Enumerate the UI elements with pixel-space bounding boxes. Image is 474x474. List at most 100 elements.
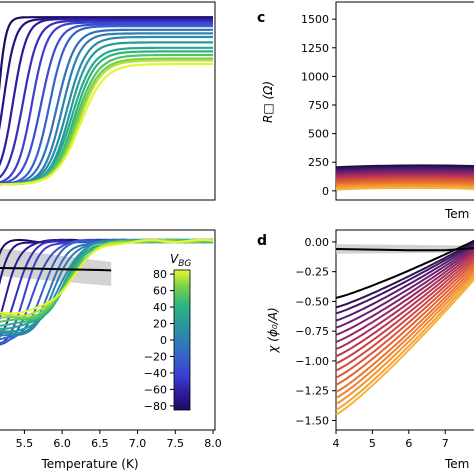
panel-d-series-8 xyxy=(335,253,474,358)
colorbar-tick-label: −20 xyxy=(144,350,167,363)
d-y-tick-label: −1.50 xyxy=(295,414,329,427)
d-y-tick-label: 0.00 xyxy=(305,236,330,249)
d-y-tick-label: −1.00 xyxy=(295,355,329,368)
d-y-tick-label: −0.25 xyxy=(295,266,329,279)
panel-d-series-6 xyxy=(335,249,474,343)
panel-c-series-11 xyxy=(335,179,474,184)
x-axis-label-temperature: Temperature (K) xyxy=(40,457,138,471)
panel-c-plot-frame xyxy=(335,1,474,201)
panel-d-black-line xyxy=(335,247,474,252)
panel-c-series-0 xyxy=(335,164,474,169)
d-y-tick-label: −0.75 xyxy=(295,325,329,338)
colorbar-tick-label: −80 xyxy=(144,400,167,413)
top-left-series-9 xyxy=(0,35,213,186)
panel-d-series-4 xyxy=(335,245,474,329)
top-left-series-6 xyxy=(0,25,213,186)
panel-d-y-axis-label: χ (ϕ₀/A) xyxy=(266,307,280,353)
x-tick-label: 6.0 xyxy=(53,437,71,450)
top-left-plot-frame xyxy=(0,1,216,201)
panel-d-series-3 xyxy=(335,243,474,322)
d-y-tick-label: −0.50 xyxy=(295,295,329,308)
panel-c-y-ticks: 0 250 500 750 1000 1250 1500 xyxy=(301,13,336,198)
top-left-series-16 xyxy=(0,62,213,186)
x-tick-label: 7.5 xyxy=(167,437,185,450)
panel-d-curves xyxy=(335,239,474,416)
panel-c-series-1 xyxy=(335,165,474,170)
panel-c-curves xyxy=(335,164,474,191)
panel-d-series-11 xyxy=(335,261,474,379)
panel-c-series-13 xyxy=(335,182,474,187)
c-y-tick-label: 250 xyxy=(308,156,329,169)
c-y-tick-label: 500 xyxy=(308,128,329,141)
panel-c-y-axis-label: R□ (Ω) xyxy=(261,81,275,123)
d-x-tick-label: 6 xyxy=(405,437,412,450)
panel-d-series-5 xyxy=(335,247,474,336)
bottom-left-curves xyxy=(0,238,214,346)
colorbar-label: VBG xyxy=(170,252,191,269)
top-left-series-7 xyxy=(0,28,213,186)
d-x-tick-label: 5 xyxy=(369,437,376,450)
c-y-tick-label: 1500 xyxy=(301,13,329,26)
x-tick-label: 6.5 xyxy=(91,437,109,450)
colorbar-tick-label: 80 xyxy=(153,268,167,281)
x-tick-label: 5.5 xyxy=(16,437,34,450)
panel-c-series-15 xyxy=(335,185,474,190)
panel-d-series-14 xyxy=(335,269,474,399)
panel-d-series-10 xyxy=(335,258,474,372)
panel-c-series-3 xyxy=(335,168,474,173)
d-x-tick-label: 7 xyxy=(442,437,449,450)
d-x-tick-label: 4 xyxy=(333,437,340,450)
bottom-left-black-line xyxy=(0,267,112,272)
panel-d-series-7 xyxy=(335,251,474,350)
bottom-left-error-band xyxy=(0,248,112,286)
panel-c-series-10 xyxy=(335,178,474,183)
panel-d-x-ticks: 4 5 6 7 xyxy=(333,430,449,450)
panel-d: d 0.00 −0.25 −0.50 −0.75 −1.00 −1.25 −1.50 4 5 6… xyxy=(257,229,474,471)
bottom-left-x-ticks: 5.5 6.0 6.5 7.0 7.5 8.0 xyxy=(16,430,222,450)
colorbar-tick-label: −60 xyxy=(144,383,167,396)
x-tick-label: 7.0 xyxy=(129,437,147,450)
panel-d-error-band xyxy=(336,244,474,254)
panel-c-series-7 xyxy=(335,174,474,179)
panel-d-series-16 xyxy=(335,275,474,411)
panel-d-series-9 xyxy=(335,255,474,365)
bottom-left-series-16 xyxy=(0,238,214,315)
panel-d-series-12 xyxy=(335,263,474,386)
panel-d-series-1 xyxy=(335,241,474,309)
panel-bottom-left: 5.5 6.0 6.5 7.0 7.5 8.0 Temperature (K) VBG 8… xyxy=(0,229,222,471)
panel-c: c 0 250 500 750 1000 1250 1500 R□ (Ω) Tem xyxy=(257,1,474,221)
c-y-tick-label: 1000 xyxy=(301,70,329,83)
top-left-series-3 xyxy=(0,19,213,179)
colorbar-tick-label: 0 xyxy=(160,334,167,347)
top-left-series-8 xyxy=(0,32,213,186)
panel-d-y-ticks: 0.00 −0.25 −0.50 −0.75 −1.00 −1.25 −1.50 xyxy=(295,236,336,427)
top-left-series-0 xyxy=(0,16,213,92)
panel-d-series-2 xyxy=(335,242,474,315)
colorbar-tick-label: 60 xyxy=(153,285,167,298)
x-tick-label: 8.0 xyxy=(204,437,222,450)
panel-d-plot-frame xyxy=(335,229,474,431)
panel-d-x-axis-label: Tem xyxy=(444,457,469,471)
panel-c-series-5 xyxy=(335,171,474,176)
panel-c-series-14 xyxy=(335,183,474,188)
top-left-series-2 xyxy=(0,17,213,167)
top-left-series-4 xyxy=(0,21,213,184)
panel-c-series-4 xyxy=(335,170,474,175)
colorbar: VBG 80 60 40 20 0 −20 −40 −60 −80 xyxy=(144,252,192,413)
panel-c-x-axis-label: Tem xyxy=(444,207,469,221)
panel-c-series-16 xyxy=(335,186,474,191)
colorbar-ticks: 80 60 40 20 0 −20 −40 −60 −80 xyxy=(144,268,174,413)
panel-c-series-6 xyxy=(335,172,474,177)
panel-d-series-13 xyxy=(335,266,474,393)
panel-d-series-15 xyxy=(335,272,474,405)
panel-top-left xyxy=(0,1,216,201)
c-y-tick-label: 750 xyxy=(308,99,329,112)
colorbar-tick-label: 40 xyxy=(153,301,167,314)
bottom-left-plot-frame xyxy=(0,229,216,431)
c-y-tick-label: 0 xyxy=(322,185,329,198)
d-y-tick-label: −1.25 xyxy=(295,385,329,398)
colorbar-tick-label: 20 xyxy=(153,318,167,331)
panel-c-series-8 xyxy=(335,175,474,180)
panel-label-d: d xyxy=(257,233,267,249)
panel-c-series-9 xyxy=(335,177,474,181)
